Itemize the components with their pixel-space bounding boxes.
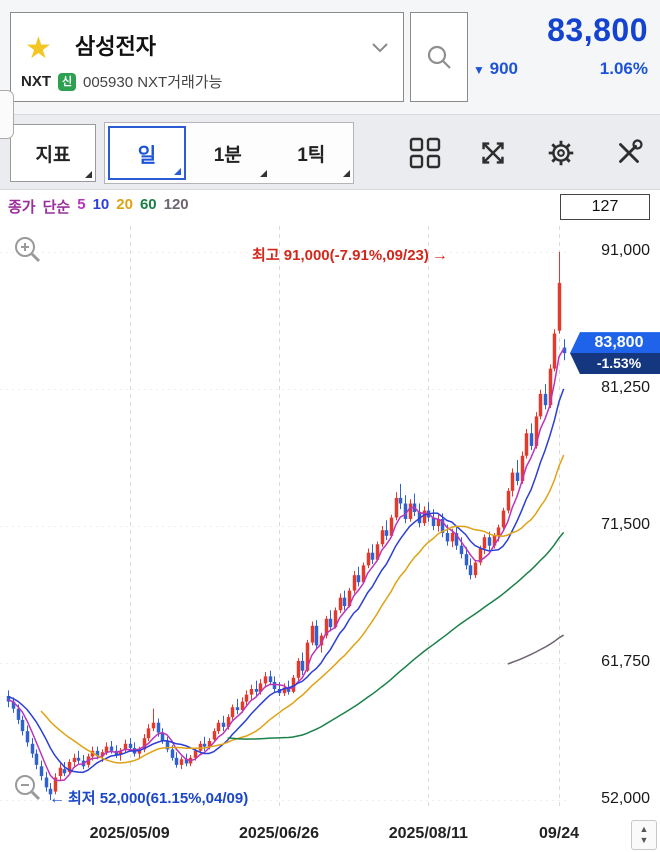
stock-selector[interactable]: ★ 삼성전자 NXT 신 005930 NXT거래가능 — [10, 12, 404, 102]
change-row: ▼ 900 1.06% — [473, 59, 648, 79]
corner-mark — [85, 171, 92, 178]
scroll-down-icon[interactable]: ▼ — [639, 835, 649, 845]
change-value: 900 — [489, 59, 518, 78]
y-axis-label: 81,250 — [601, 379, 650, 396]
x-axis: 2025/05/09 2025/06/26 2025/08/11 09/24 — [0, 818, 660, 852]
stock-sub-row: NXT 신 005930 NXT거래가능 — [21, 71, 222, 92]
layout-grid-button[interactable] — [408, 136, 442, 170]
favorite-star-icon[interactable]: ★ — [25, 32, 52, 65]
y-axis-label: 91,000 — [601, 242, 650, 259]
price-area: 83,800 ▼ 900 1.06% — [473, 12, 648, 79]
current-price: 83,800 — [547, 12, 648, 48]
legend-ma-60: 60 — [139, 196, 157, 213]
gear-icon — [548, 140, 574, 166]
corner-mark — [343, 170, 350, 177]
badge-percent: -1.53% — [570, 353, 660, 375]
current-price-badge: 83,800 -1.53% — [570, 332, 660, 375]
x-axis-label: 2025/08/11 — [388, 825, 468, 842]
corner-mark — [259, 170, 267, 177]
x-axis-label: 2025/06/26 — [238, 825, 320, 842]
candlestick-canvas[interactable] — [0, 190, 572, 818]
y-axis-label: 52,000 — [601, 790, 650, 807]
scroll-up-icon[interactable]: ▲ — [639, 824, 649, 834]
chart-container: 종가 단순 5 10 20 60 120 127 최고 91,000(-7.91%,09… — [0, 190, 660, 818]
corner-mark — [174, 168, 181, 175]
y-axis-label: 71,500 — [601, 516, 650, 533]
zoom-out-icon[interactable] — [12, 772, 44, 804]
legend-ma-20: 20 — [116, 196, 133, 213]
indicator-button-label: 지표 — [35, 144, 71, 166]
search-button[interactable] — [410, 12, 468, 102]
indicator-button[interactable]: 지표 — [10, 124, 96, 182]
search-icon — [427, 45, 451, 69]
x-axis-label: 09/24 — [538, 825, 580, 842]
header: ★ 삼성전자 NXT 신 005930 NXT거래가능 83,800 ▼ 900… — [0, 0, 660, 114]
y-axis-label: 61,750 — [601, 653, 650, 670]
y-axis: 91,000 81,250 71,500 61,750 52,000 — [572, 190, 660, 818]
stock-code-info: 005930 NXT거래가능 — [83, 74, 223, 91]
period-1min-button[interactable]: 1분 — [186, 126, 270, 180]
settings-button[interactable] — [544, 136, 578, 170]
side-drawer-handle[interactable] — [0, 90, 14, 139]
legend-close-label: 종가 — [8, 199, 36, 216]
period-1tick-label: 1틱 — [297, 144, 326, 166]
badge-price: 83,800 — [570, 332, 660, 354]
x-axis-label: 2025/05/09 — [89, 825, 170, 842]
drawing-tools-button[interactable] — [612, 136, 646, 170]
stock-name: 삼성전자 — [75, 34, 156, 59]
chart-toolbar: 지표 일 1분 1틱 — [0, 114, 660, 190]
toolbar-icons — [408, 136, 646, 170]
period-1min-label: 1분 — [213, 144, 242, 166]
grid-icon — [409, 137, 441, 169]
low-annotation: ← 최저 52,000(61.15%,04/09) — [46, 787, 248, 808]
scroll-arrows[interactable]: ▲ ▼ — [631, 820, 657, 850]
nxt-new-badge: 신 — [58, 72, 76, 91]
market-label: NXT — [21, 73, 51, 90]
legend-periods: 5 10 20 60 120 — [77, 196, 188, 217]
expand-icon — [482, 142, 504, 164]
arrow-right-icon: → — [431, 247, 448, 264]
change-percent: 1.06% — [599, 59, 648, 78]
zoom-in-icon[interactable] — [12, 234, 44, 266]
down-arrow-icon: ▼ — [473, 63, 485, 77]
info-box: 127 — [560, 194, 650, 220]
ma-legend: 종가 단순 5 10 20 60 120 — [8, 196, 189, 217]
arrow-left-icon: ← — [49, 790, 65, 807]
legend-ma-120: 120 — [163, 196, 189, 213]
period-button-group: 일 1분 1틱 — [104, 122, 354, 184]
legend-ma-5: 5 — [77, 196, 86, 213]
period-day-label: 일 — [137, 144, 157, 167]
high-annotation: 최고 91,000(-7.91%,09/23) → — [252, 244, 451, 265]
high-annotation-text: 최고 91,000(-7.91%,09/23) — [252, 247, 429, 264]
tools-icon — [619, 139, 643, 163]
chevron-down-icon[interactable] — [371, 41, 389, 59]
fullscreen-button[interactable] — [476, 136, 510, 170]
legend-simple-label: 단순 — [42, 199, 71, 216]
legend-ma-10: 10 — [92, 196, 110, 213]
period-1tick-button[interactable]: 1틱 — [270, 126, 354, 180]
low-annotation-text: 최저 52,000(61.15%,04/09) — [68, 790, 249, 807]
period-day-button[interactable]: 일 — [108, 126, 186, 180]
